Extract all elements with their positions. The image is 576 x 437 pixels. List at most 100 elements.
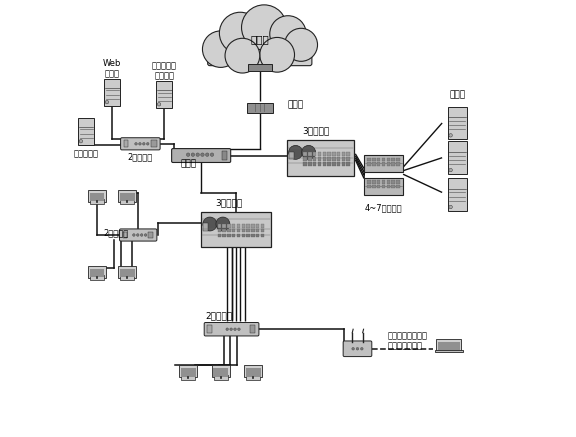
- FancyBboxPatch shape: [304, 157, 307, 160]
- FancyBboxPatch shape: [211, 365, 230, 378]
- FancyBboxPatch shape: [313, 157, 316, 160]
- Text: 无线局域网接入点
（网桥的一种）: 无线局域网接入点 （网桥的一种）: [388, 331, 428, 350]
- Circle shape: [191, 153, 195, 156]
- FancyBboxPatch shape: [201, 212, 271, 247]
- FancyBboxPatch shape: [222, 229, 226, 232]
- FancyBboxPatch shape: [256, 229, 259, 232]
- FancyBboxPatch shape: [148, 232, 153, 239]
- FancyBboxPatch shape: [251, 234, 255, 237]
- FancyBboxPatch shape: [382, 185, 385, 188]
- FancyBboxPatch shape: [332, 162, 336, 166]
- FancyBboxPatch shape: [91, 197, 103, 203]
- FancyBboxPatch shape: [332, 153, 336, 156]
- FancyBboxPatch shape: [218, 224, 221, 228]
- FancyBboxPatch shape: [90, 199, 104, 204]
- FancyBboxPatch shape: [342, 157, 345, 160]
- FancyBboxPatch shape: [434, 350, 463, 352]
- FancyBboxPatch shape: [78, 118, 94, 145]
- FancyBboxPatch shape: [208, 40, 312, 66]
- FancyBboxPatch shape: [213, 368, 228, 377]
- FancyBboxPatch shape: [120, 193, 135, 201]
- Text: 4~7层交换机: 4~7层交换机: [365, 203, 403, 212]
- FancyBboxPatch shape: [120, 199, 134, 204]
- FancyBboxPatch shape: [88, 266, 106, 277]
- FancyBboxPatch shape: [120, 229, 157, 241]
- Circle shape: [187, 153, 190, 156]
- FancyBboxPatch shape: [120, 138, 160, 150]
- FancyBboxPatch shape: [179, 365, 197, 378]
- Circle shape: [230, 328, 233, 330]
- Circle shape: [137, 234, 139, 236]
- FancyBboxPatch shape: [323, 157, 326, 160]
- FancyBboxPatch shape: [251, 229, 255, 232]
- FancyBboxPatch shape: [386, 180, 390, 184]
- FancyBboxPatch shape: [120, 275, 134, 280]
- FancyBboxPatch shape: [232, 234, 236, 237]
- FancyBboxPatch shape: [247, 224, 250, 228]
- FancyBboxPatch shape: [367, 180, 371, 184]
- FancyBboxPatch shape: [342, 162, 345, 166]
- FancyBboxPatch shape: [251, 224, 255, 228]
- FancyBboxPatch shape: [120, 269, 135, 277]
- FancyBboxPatch shape: [104, 79, 120, 106]
- FancyBboxPatch shape: [181, 368, 195, 377]
- FancyBboxPatch shape: [304, 153, 307, 156]
- FancyBboxPatch shape: [377, 158, 381, 161]
- Text: 3层交换机: 3层交换机: [216, 198, 243, 207]
- FancyBboxPatch shape: [323, 153, 326, 156]
- Text: 互联网: 互联网: [251, 34, 269, 44]
- FancyBboxPatch shape: [382, 163, 385, 166]
- Circle shape: [135, 142, 137, 145]
- FancyBboxPatch shape: [391, 180, 395, 184]
- FancyBboxPatch shape: [237, 234, 240, 237]
- FancyBboxPatch shape: [386, 185, 390, 188]
- Circle shape: [132, 234, 135, 236]
- FancyBboxPatch shape: [364, 178, 403, 195]
- Text: 2层交换机: 2层交换机: [128, 153, 153, 161]
- FancyBboxPatch shape: [377, 163, 381, 166]
- Text: 邮件服务器: 邮件服务器: [74, 149, 98, 158]
- Circle shape: [210, 153, 214, 156]
- FancyBboxPatch shape: [124, 140, 128, 147]
- FancyBboxPatch shape: [377, 185, 381, 188]
- Circle shape: [234, 328, 236, 330]
- FancyBboxPatch shape: [308, 157, 312, 160]
- FancyBboxPatch shape: [448, 178, 467, 211]
- FancyBboxPatch shape: [244, 365, 263, 378]
- FancyBboxPatch shape: [215, 373, 227, 379]
- FancyBboxPatch shape: [227, 229, 230, 232]
- FancyBboxPatch shape: [247, 234, 250, 237]
- FancyBboxPatch shape: [204, 323, 259, 336]
- FancyBboxPatch shape: [391, 185, 395, 188]
- FancyBboxPatch shape: [318, 162, 321, 166]
- FancyBboxPatch shape: [377, 180, 381, 184]
- FancyBboxPatch shape: [214, 375, 228, 380]
- FancyBboxPatch shape: [396, 158, 400, 161]
- Text: Web
服务器: Web 服务器: [103, 59, 122, 78]
- FancyBboxPatch shape: [203, 223, 208, 231]
- FancyBboxPatch shape: [247, 373, 259, 379]
- FancyBboxPatch shape: [207, 325, 211, 333]
- FancyBboxPatch shape: [327, 153, 331, 156]
- FancyBboxPatch shape: [218, 229, 221, 232]
- FancyBboxPatch shape: [181, 375, 195, 380]
- FancyBboxPatch shape: [343, 341, 372, 357]
- FancyBboxPatch shape: [222, 224, 226, 228]
- Circle shape: [142, 142, 145, 145]
- FancyBboxPatch shape: [256, 224, 259, 228]
- FancyBboxPatch shape: [337, 153, 340, 156]
- FancyBboxPatch shape: [332, 157, 336, 160]
- Circle shape: [289, 146, 302, 160]
- FancyBboxPatch shape: [172, 149, 230, 163]
- FancyBboxPatch shape: [122, 197, 134, 203]
- Circle shape: [141, 234, 143, 236]
- FancyBboxPatch shape: [241, 234, 245, 237]
- FancyBboxPatch shape: [261, 229, 264, 232]
- FancyBboxPatch shape: [342, 153, 345, 156]
- Circle shape: [285, 28, 317, 61]
- Circle shape: [139, 142, 141, 145]
- Circle shape: [157, 103, 161, 106]
- FancyBboxPatch shape: [304, 162, 307, 166]
- FancyBboxPatch shape: [118, 190, 137, 201]
- FancyBboxPatch shape: [382, 158, 385, 161]
